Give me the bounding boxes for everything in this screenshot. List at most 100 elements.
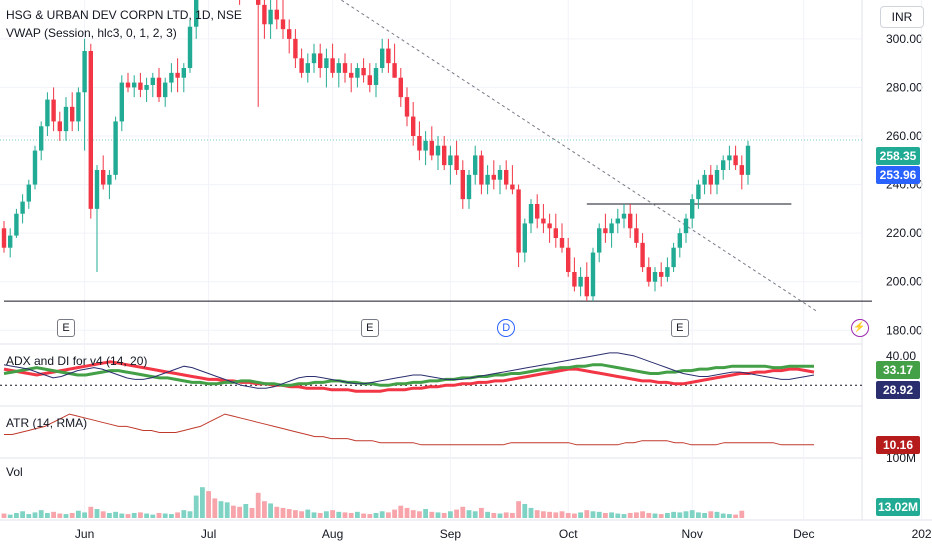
volume-bar [342, 512, 348, 518]
candle-body [559, 238, 565, 248]
symbol-title[interactable]: HSG & URBAN DEV CORPN LTD, 1D, NSE [6, 8, 242, 22]
candle-body [417, 136, 422, 151]
earnings-event-badge[interactable]: E [670, 319, 689, 337]
volume-bar [584, 510, 590, 518]
time-tick-label: Dec [793, 527, 814, 541]
candle-body [101, 170, 106, 185]
candle-body [1, 228, 7, 248]
currency-button[interactable]: INR [880, 6, 924, 28]
trendline [340, 0, 817, 312]
candle-body [696, 184, 701, 200]
volume-bar [330, 510, 335, 518]
candle-body [70, 106, 75, 122]
volume-bar [510, 512, 515, 518]
volume-bar [361, 513, 366, 518]
candle-body [479, 155, 484, 185]
candle-body [293, 38, 298, 59]
volume-bar [553, 512, 559, 518]
candle-body [628, 213, 633, 229]
adx-line [3, 352, 815, 389]
time-tick-label: Jul [201, 527, 216, 541]
upcoming-event-badge[interactable]: ⚡ [850, 319, 869, 337]
vwap-price-tag: 253.96 [876, 166, 920, 184]
volume-bar [286, 509, 292, 518]
candle-body [367, 75, 372, 85]
candle-body [330, 58, 335, 73]
volume-bar [7, 514, 13, 518]
volume-bar [311, 512, 317, 518]
volume-bar [392, 509, 397, 518]
adx-legend[interactable]: ADX and DI for v4 (14, 20) [6, 354, 148, 368]
candle-body [51, 99, 56, 122]
candle-body [113, 121, 118, 175]
volume-bar [466, 510, 472, 518]
candle-body [63, 106, 69, 132]
volume-bar [497, 513, 503, 518]
candle-body [566, 247, 571, 272]
time-tick-label: 202 [912, 527, 932, 541]
volume-bar [696, 512, 701, 518]
candle-body [169, 72, 174, 83]
volume-legend[interactable]: Vol [6, 465, 23, 479]
vwap-legend[interactable]: VWAP (Session, hlc3, 0, 1, 2, 3) [6, 26, 177, 40]
candle-body [497, 170, 503, 180]
candle-body [256, 0, 261, 5]
volume-bar [739, 510, 745, 518]
volume-bar [379, 511, 385, 518]
volume-bar [69, 512, 75, 518]
volume-bar [534, 510, 540, 518]
candle-body [336, 63, 341, 73]
volume-bar [441, 512, 447, 518]
price-tick-label: 220.00 [886, 226, 923, 240]
volume-bar [51, 511, 56, 518]
candle-body [708, 174, 713, 185]
candle-body [311, 53, 317, 64]
volume-bar [169, 514, 174, 518]
volume-bar [652, 513, 658, 518]
volume-bar [14, 512, 19, 518]
volume-bar [32, 512, 38, 518]
candle-body [280, 19, 286, 30]
candle-body [163, 82, 168, 98]
candle-body [181, 68, 186, 78]
atr-legend[interactable]: ATR (14, RMA) [6, 416, 88, 430]
candle-body [386, 48, 391, 64]
candle-body [621, 213, 627, 219]
volume-bar [627, 512, 633, 518]
volume-bar [125, 514, 131, 518]
candle-body [603, 228, 608, 234]
atr-tag: 10.16 [876, 436, 920, 454]
volume-bar [113, 511, 118, 518]
volume-bar [547, 511, 552, 518]
volume-bar [683, 511, 689, 518]
volume-bar [88, 506, 94, 518]
candle-body [349, 72, 354, 78]
volume-bar [218, 501, 224, 518]
volume-bar [237, 506, 242, 518]
volume-bar [212, 498, 218, 518]
earnings-event-badge[interactable]: E [360, 319, 379, 337]
volume-bar [615, 513, 621, 518]
price-tick-label: 260.00 [886, 129, 923, 143]
candle-body [541, 218, 546, 224]
volume-bar [200, 487, 205, 518]
candle-body [39, 126, 44, 151]
volume-bar [274, 506, 280, 518]
earnings-event-badge[interactable]: E [57, 319, 75, 337]
volume-bar [516, 501, 521, 518]
candle-body [262, 4, 267, 25]
candle-body [150, 77, 155, 85]
volume-bar [472, 511, 478, 518]
dividend-event-badge[interactable]: D [497, 319, 516, 337]
price-tick-label: 200.00 [886, 275, 923, 289]
volume-bar [324, 511, 329, 518]
volume-tag: 13.02M [876, 498, 920, 516]
candle-body [57, 121, 62, 132]
candle-body [516, 189, 521, 253]
candle-body [175, 72, 180, 78]
volume-bar [367, 514, 373, 518]
volume-bar [541, 511, 546, 518]
volume-bar [206, 491, 211, 518]
